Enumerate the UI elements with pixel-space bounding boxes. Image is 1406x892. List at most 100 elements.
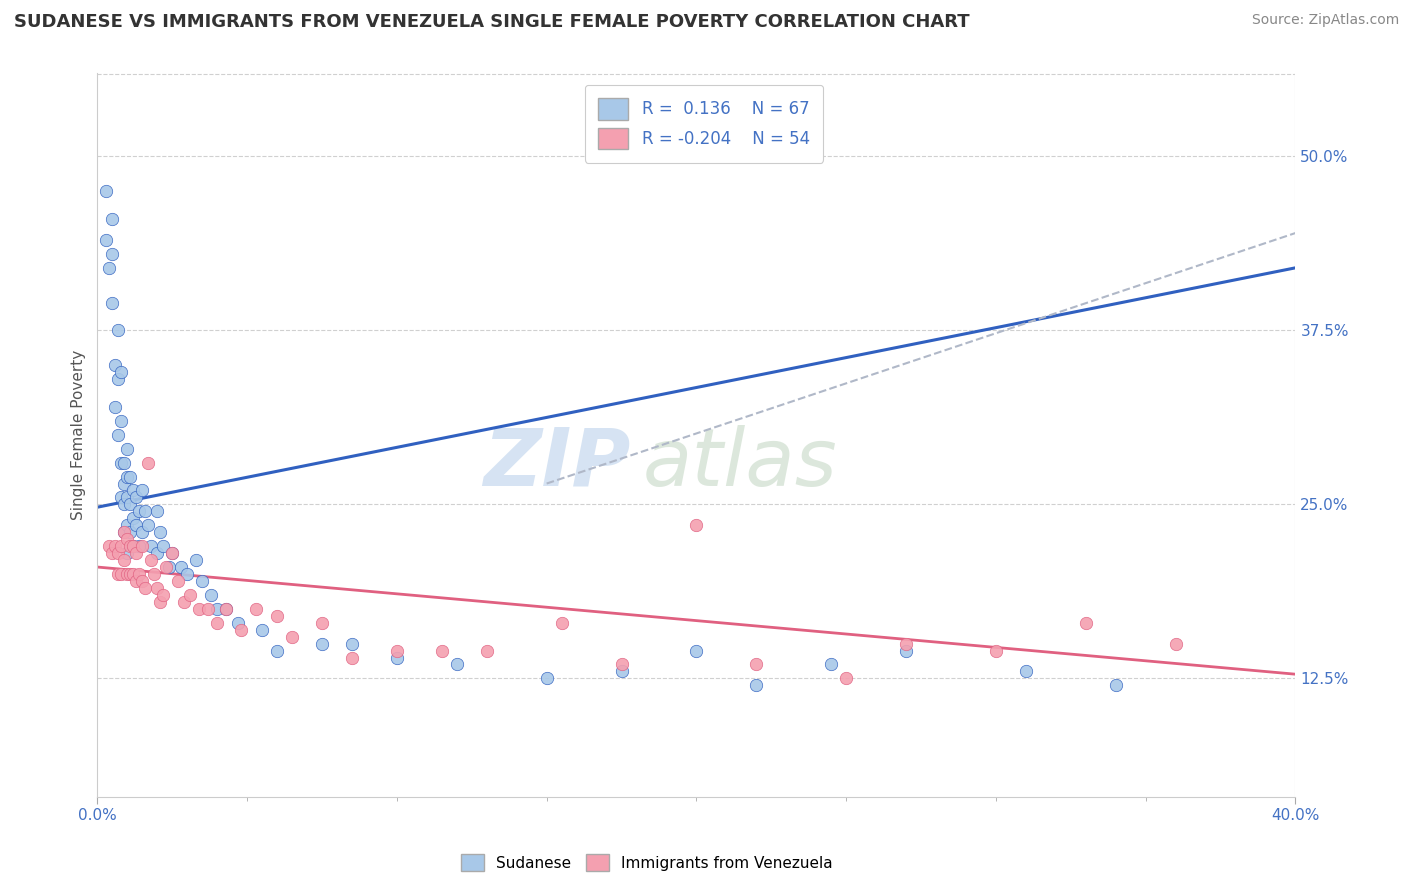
Point xyxy=(245,602,267,616)
Point xyxy=(122,511,145,525)
Point xyxy=(107,566,129,581)
Text: ZIP: ZIP xyxy=(484,425,630,503)
Point xyxy=(215,602,238,616)
Point xyxy=(120,525,142,540)
Point xyxy=(160,546,183,560)
Point xyxy=(141,553,163,567)
Point xyxy=(446,657,468,672)
Point xyxy=(125,574,148,588)
Text: atlas: atlas xyxy=(643,425,837,503)
Point xyxy=(134,504,156,518)
Point xyxy=(117,566,139,581)
Point xyxy=(179,588,201,602)
Point xyxy=(112,525,135,540)
Point xyxy=(266,643,288,657)
Point xyxy=(311,637,333,651)
Point xyxy=(475,643,498,657)
Point xyxy=(136,456,159,470)
Legend: R =  0.136    N = 67, R = -0.204    N = 54: R = 0.136 N = 67, R = -0.204 N = 54 xyxy=(585,85,823,162)
Point xyxy=(149,595,172,609)
Point xyxy=(96,233,118,247)
Point xyxy=(157,560,180,574)
Point xyxy=(610,665,633,679)
Point xyxy=(197,602,219,616)
Point xyxy=(685,643,707,657)
Point xyxy=(143,566,166,581)
Point xyxy=(110,539,132,553)
Point xyxy=(160,546,183,560)
Point xyxy=(104,358,127,372)
Point xyxy=(136,518,159,533)
Point xyxy=(120,497,142,511)
Point xyxy=(131,525,153,540)
Point xyxy=(1105,678,1128,692)
Point xyxy=(131,574,153,588)
Point xyxy=(131,483,153,498)
Point xyxy=(894,643,917,657)
Point xyxy=(146,504,169,518)
Point xyxy=(146,581,169,595)
Point xyxy=(120,469,142,483)
Point xyxy=(110,365,132,379)
Point xyxy=(167,574,190,588)
Text: Source: ZipAtlas.com: Source: ZipAtlas.com xyxy=(1251,13,1399,28)
Point xyxy=(101,212,124,227)
Point xyxy=(1074,615,1097,630)
Point xyxy=(984,643,1007,657)
Point xyxy=(266,608,288,623)
Point xyxy=(685,518,707,533)
Point xyxy=(146,546,169,560)
Point xyxy=(131,539,153,553)
Point xyxy=(215,602,238,616)
Point xyxy=(205,615,228,630)
Point xyxy=(122,539,145,553)
Point xyxy=(550,615,572,630)
Point xyxy=(101,247,124,261)
Point xyxy=(173,595,195,609)
Point xyxy=(117,491,139,505)
Point xyxy=(110,566,132,581)
Point xyxy=(149,525,172,540)
Point xyxy=(107,427,129,442)
Point xyxy=(152,588,174,602)
Point xyxy=(188,602,211,616)
Point xyxy=(134,581,156,595)
Point xyxy=(820,657,842,672)
Point xyxy=(117,518,139,533)
Point xyxy=(107,546,129,560)
Point xyxy=(229,623,252,637)
Point xyxy=(610,657,633,672)
Point xyxy=(112,476,135,491)
Point xyxy=(745,678,768,692)
Point xyxy=(385,643,408,657)
Point xyxy=(104,400,127,414)
Point xyxy=(385,650,408,665)
Point xyxy=(110,414,132,428)
Point xyxy=(117,469,139,483)
Point xyxy=(311,615,333,630)
Point xyxy=(120,566,142,581)
Point xyxy=(835,672,858,686)
Point xyxy=(205,602,228,616)
Point xyxy=(112,525,135,540)
Point xyxy=(125,491,148,505)
Point xyxy=(894,637,917,651)
Point xyxy=(112,553,135,567)
Point xyxy=(1164,637,1187,651)
Point xyxy=(176,566,198,581)
Point xyxy=(125,518,148,533)
Point xyxy=(340,650,363,665)
Point xyxy=(98,539,121,553)
Point xyxy=(340,637,363,651)
Point xyxy=(101,546,124,560)
Point xyxy=(122,539,145,553)
Point xyxy=(430,643,453,657)
Point xyxy=(536,672,558,686)
Point xyxy=(96,184,118,198)
Point xyxy=(226,615,249,630)
Point xyxy=(281,630,304,644)
Point xyxy=(122,566,145,581)
Point xyxy=(110,456,132,470)
Point xyxy=(112,497,135,511)
Point xyxy=(191,574,214,588)
